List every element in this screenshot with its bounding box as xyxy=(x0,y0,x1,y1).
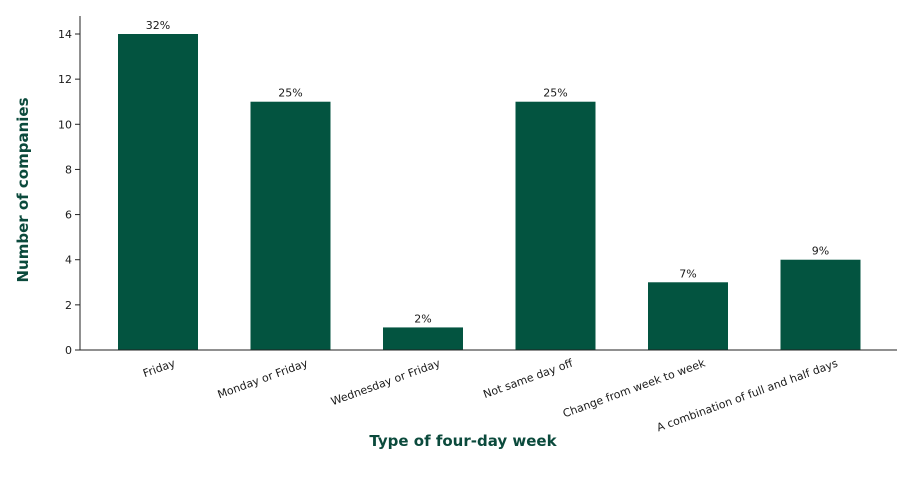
bar-data-label: 32% xyxy=(146,19,170,32)
y-tick-label: 6 xyxy=(65,209,72,222)
x-category-label: Not same day off xyxy=(481,356,574,401)
x-axis-category-labels: Friday Monday or Friday Wednesday or Frida… xyxy=(141,356,840,434)
bar xyxy=(250,101,331,350)
bar xyxy=(780,259,861,350)
y-axis-title: Number of companies xyxy=(14,97,32,282)
x-category-label: Monday or Friday xyxy=(216,356,310,401)
y-tick-label: 8 xyxy=(65,163,72,176)
y-axis-ticks: 0 2 4 6 8 10 12 14 xyxy=(58,28,80,357)
y-tick-label: 2 xyxy=(65,299,72,312)
bar xyxy=(515,101,596,350)
bar-data-label: 25% xyxy=(543,87,567,100)
x-category-label: Wednesday or Friday xyxy=(329,356,442,408)
y-tick-label: 12 xyxy=(58,73,72,86)
bar-data-label: 25% xyxy=(278,87,302,100)
y-tick-label: 4 xyxy=(65,254,72,267)
y-tick-label: 10 xyxy=(58,118,72,131)
bar xyxy=(648,282,728,350)
data-labels: 32% 25% 2% 25% 7% 9% xyxy=(146,19,829,325)
y-tick-label: 14 xyxy=(58,28,72,41)
bars xyxy=(118,34,861,350)
x-category-label: Friday xyxy=(141,356,177,380)
bar-data-label: 7% xyxy=(679,267,696,280)
y-tick-label: 0 xyxy=(65,344,72,357)
x-axis-title: Type of four-day week xyxy=(369,432,557,450)
bar xyxy=(383,327,463,350)
bar-data-label: 2% xyxy=(414,312,431,325)
bar xyxy=(118,34,198,350)
bar-data-label: 9% xyxy=(812,245,829,258)
